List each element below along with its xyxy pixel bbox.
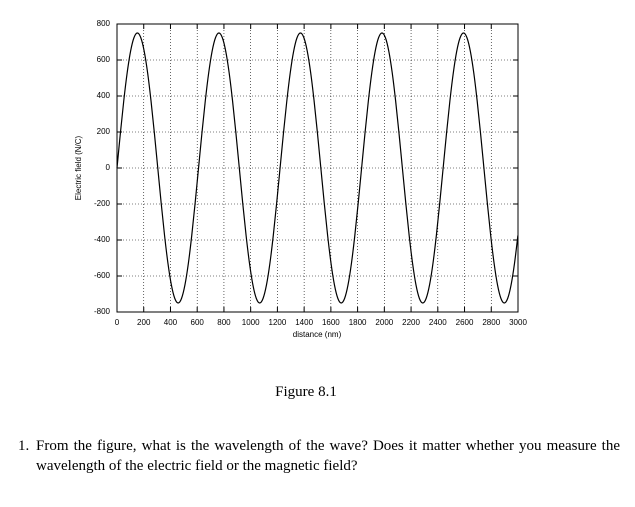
question-number: 1. xyxy=(18,438,30,454)
y-tick-label: 600 xyxy=(97,55,111,64)
x-tick-label: 1800 xyxy=(349,318,367,327)
x-tick-label: 0 xyxy=(115,318,120,327)
x-tick-label: 3000 xyxy=(509,318,527,327)
x-tick-label: 2800 xyxy=(482,318,500,327)
y-tick-label: 800 xyxy=(97,19,111,28)
x-tick-label: 200 xyxy=(137,318,151,327)
chart: Electric field (N/C) distance (nm) -800 -… xyxy=(74,19,527,339)
question: 1. From the figure, what is the waveleng… xyxy=(18,436,620,476)
y-tick-label: 200 xyxy=(97,127,111,136)
wave-line xyxy=(116,32,519,304)
y-tick-label: 0 xyxy=(106,163,111,172)
x-tick-label: 1400 xyxy=(295,318,313,327)
question-text: From the figure, what is the wavelength … xyxy=(36,438,620,474)
y-tick-label: -600 xyxy=(94,271,111,280)
x-tick-label: 1600 xyxy=(322,318,340,327)
y-tick-label: 400 xyxy=(97,91,111,100)
x-axis-label: distance (nm) xyxy=(293,330,342,339)
x-tick-label: 400 xyxy=(164,318,178,327)
x-tick-label: 2400 xyxy=(429,318,447,327)
y-axis-label: Electric field (N/C) xyxy=(74,135,83,200)
y-tick-label: -400 xyxy=(94,235,111,244)
y-tick-label: -200 xyxy=(94,199,111,208)
x-tick-label: 1000 xyxy=(242,318,260,327)
y-tick-label: -800 xyxy=(94,307,111,316)
x-tick-label: 600 xyxy=(191,318,205,327)
x-tick-label: 1200 xyxy=(269,318,287,327)
x-tick-label: 2200 xyxy=(402,318,420,327)
x-tick-label: 2000 xyxy=(375,318,393,327)
x-tick-label: 2600 xyxy=(456,318,474,327)
figure-caption: Figure 8.1 xyxy=(275,384,337,400)
x-tick-label: 800 xyxy=(217,318,231,327)
